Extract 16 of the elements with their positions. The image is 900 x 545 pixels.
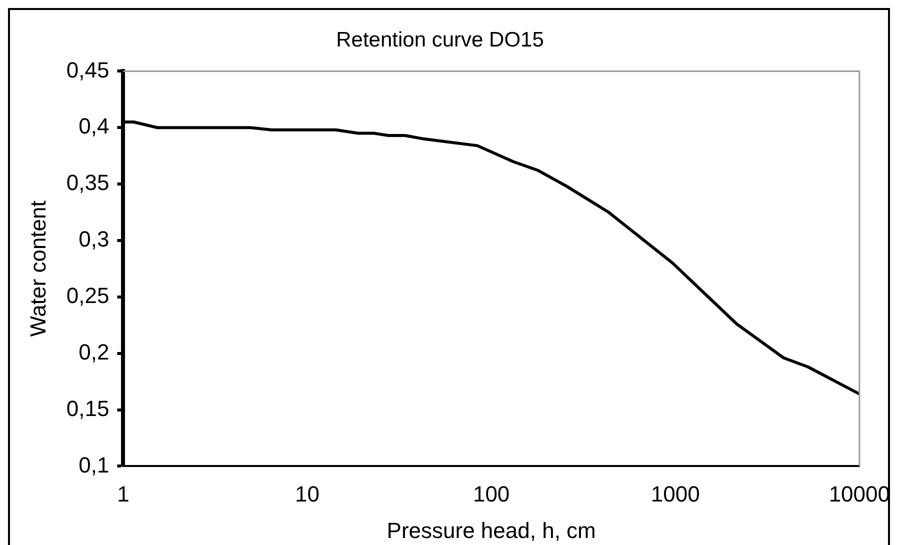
- x-tick-label: 10000: [828, 481, 890, 506]
- y-tick-label: 0,25: [66, 282, 110, 308]
- y-tick-label: 0,15: [66, 396, 110, 421]
- y-tick-label: 0,35: [66, 170, 110, 196]
- y-tick-label: 0,1: [78, 452, 110, 478]
- x-tick-label: 10: [295, 481, 320, 506]
- x-tick-label: 100: [472, 481, 510, 506]
- y-tick-label: 0,2: [78, 339, 110, 364]
- x-tick-label: 1000: [650, 481, 700, 506]
- x-tick-label: 1: [117, 481, 130, 506]
- y-axis-title: Water content: [25, 200, 50, 337]
- y-tick-label: 0,4: [78, 114, 110, 139]
- x-axis-title: Pressure head, h, cm: [386, 518, 596, 543]
- chart-title: Retention curve DO15: [336, 28, 544, 52]
- y-tick-label: 0,45: [66, 57, 110, 82]
- y-tick-label: 0,3: [78, 226, 110, 252]
